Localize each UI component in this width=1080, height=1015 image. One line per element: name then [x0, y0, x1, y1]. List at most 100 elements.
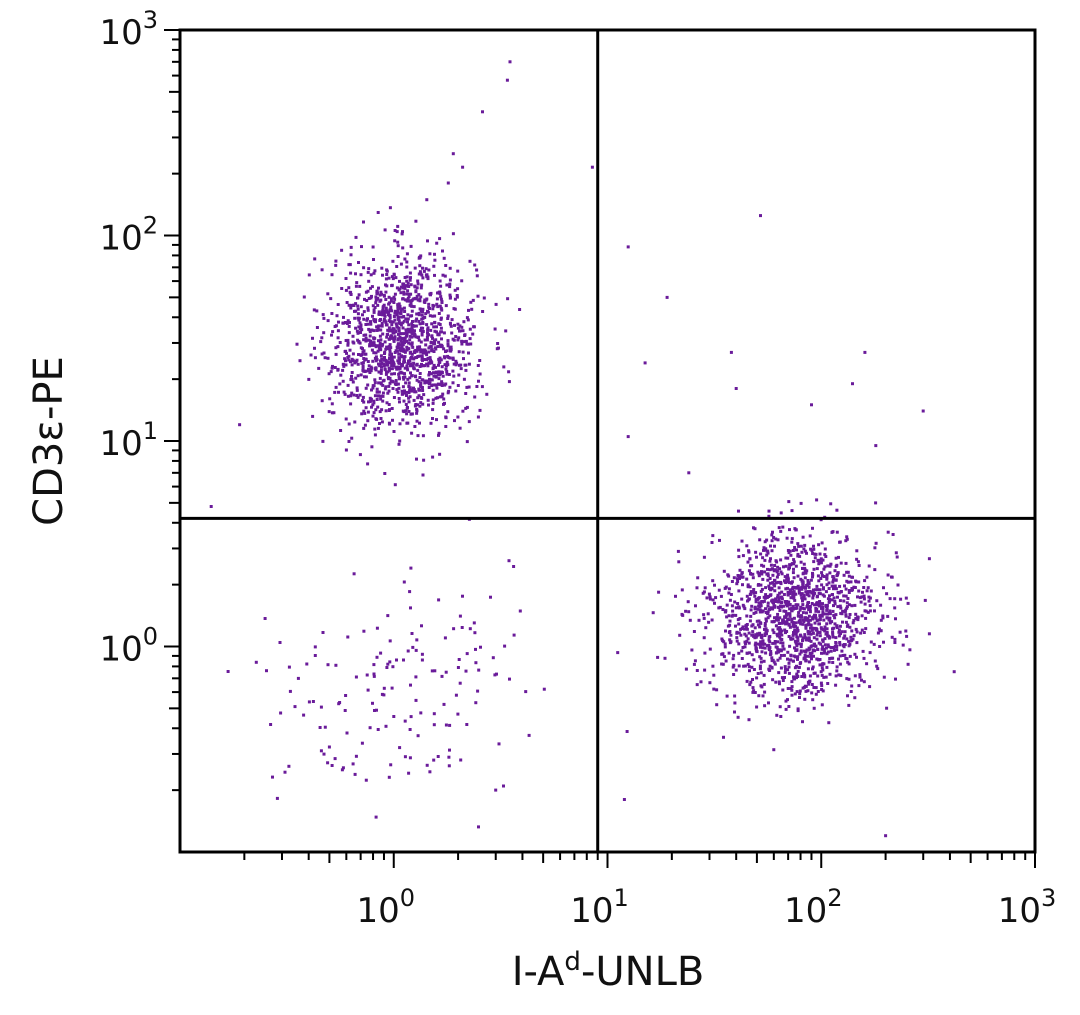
data-point — [766, 578, 770, 582]
data-point — [656, 655, 660, 659]
data-point — [390, 309, 393, 313]
data-point — [409, 314, 413, 318]
data-point — [467, 362, 471, 366]
data-point — [753, 606, 757, 610]
data-point — [850, 587, 854, 590]
data-point — [854, 579, 858, 583]
data-point — [401, 297, 405, 301]
data-point — [733, 600, 737, 604]
data-point — [422, 458, 426, 462]
data-point — [803, 543, 807, 547]
data-point — [439, 295, 443, 299]
data-point — [790, 608, 794, 612]
data-point — [767, 584, 771, 588]
data-point — [786, 698, 789, 702]
data-point — [379, 651, 383, 655]
data-point — [476, 294, 480, 298]
data-point — [766, 612, 770, 616]
data-point — [785, 620, 789, 624]
data-point — [388, 316, 392, 320]
data-point — [844, 657, 848, 660]
data-point — [687, 471, 691, 475]
data-point — [773, 641, 777, 645]
data-point — [847, 644, 851, 648]
data-point — [414, 319, 418, 323]
data-point — [777, 671, 781, 675]
data-point — [811, 596, 815, 600]
data-point — [458, 324, 462, 328]
data-point — [775, 560, 779, 564]
data-point — [874, 541, 878, 545]
data-point — [746, 662, 750, 666]
data-point — [806, 623, 810, 627]
data-point — [866, 586, 870, 590]
data-point — [874, 444, 878, 448]
data-point — [444, 264, 448, 267]
data-point — [415, 294, 419, 298]
data-point — [412, 350, 416, 354]
data-point — [342, 390, 346, 394]
data-point — [772, 660, 776, 664]
data-point — [372, 336, 376, 340]
data-point — [820, 684, 824, 688]
data-point — [412, 361, 416, 365]
data-point — [724, 659, 728, 663]
data-point — [823, 547, 827, 551]
data-point — [687, 610, 691, 614]
data-point — [367, 327, 371, 331]
data-point — [357, 353, 360, 356]
data-point — [390, 275, 394, 279]
data-point — [809, 655, 813, 659]
data-point — [893, 637, 897, 641]
data-point — [812, 654, 815, 658]
data-point — [811, 526, 814, 530]
data-point — [440, 365, 444, 369]
data-point — [753, 691, 757, 694]
data-point — [383, 472, 387, 475]
data-point — [358, 321, 362, 325]
data-point — [820, 647, 824, 651]
data-point — [737, 631, 741, 635]
data-point — [780, 590, 784, 594]
data-point — [745, 594, 749, 598]
data-point — [814, 616, 818, 620]
data-point — [868, 596, 872, 600]
data-point — [341, 321, 345, 325]
data-point — [439, 284, 443, 288]
data-point — [727, 574, 731, 578]
data-point — [349, 293, 353, 296]
data-point — [381, 308, 385, 312]
data-point — [344, 359, 347, 363]
data-point — [816, 559, 820, 563]
data-point — [758, 605, 762, 609]
data-point — [831, 630, 835, 634]
data-point — [374, 298, 378, 302]
data-point — [676, 549, 680, 553]
data-point — [359, 273, 363, 277]
data-point — [720, 637, 724, 641]
data-point — [756, 632, 760, 636]
data-point — [462, 320, 466, 324]
data-point — [823, 643, 827, 647]
data-point — [409, 283, 413, 287]
data-point — [313, 346, 316, 350]
data-point — [428, 252, 432, 256]
data-point — [451, 369, 455, 373]
data-point — [825, 576, 829, 580]
data-point — [797, 666, 801, 669]
data-point — [376, 394, 380, 398]
data-point — [790, 540, 794, 544]
data-point — [842, 643, 846, 646]
data-point — [759, 603, 763, 607]
data-point — [771, 530, 774, 534]
data-point — [847, 616, 851, 620]
data-point — [382, 686, 386, 690]
data-point — [378, 341, 382, 345]
data-point — [837, 657, 840, 661]
data-point — [399, 262, 403, 266]
data-point — [402, 399, 406, 403]
data-point — [370, 348, 374, 352]
data-point — [396, 244, 400, 248]
data-point — [616, 651, 620, 655]
data-point — [445, 372, 449, 376]
